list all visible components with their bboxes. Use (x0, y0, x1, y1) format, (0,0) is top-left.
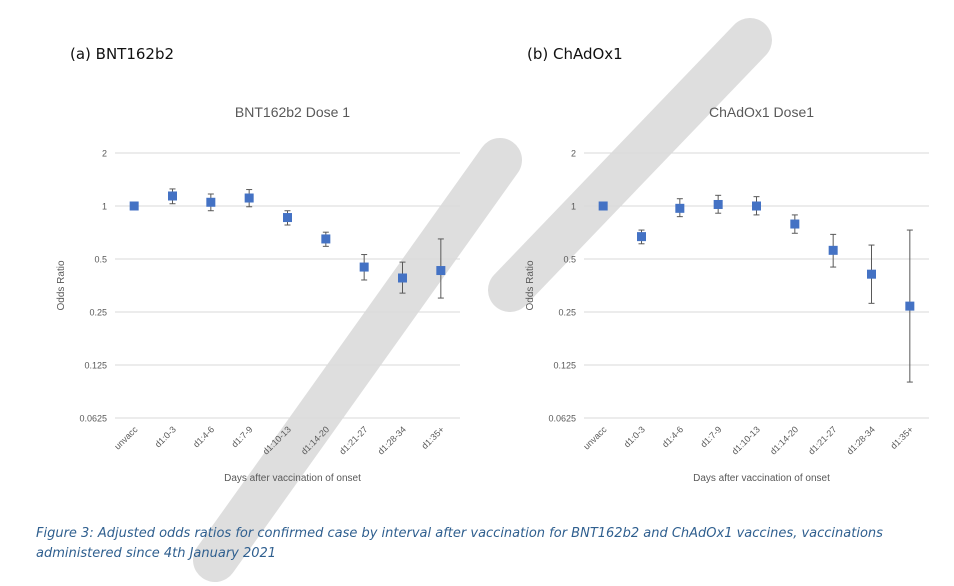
y-tick-label: 2 (102, 149, 107, 159)
x-tick-label: d1:4-6 (191, 424, 216, 449)
chart-chadox1: ChAdOx1 Dose1 2 1 0.5 0.25 0.125 0.0625 Odds Ra… (525, 104, 929, 484)
x-axis-label: Days after vaccination of onset (693, 473, 830, 484)
x-tick-label: d1:28-34 (845, 424, 877, 456)
data-point (867, 269, 876, 279)
x-tick-label: d1:28-34 (376, 424, 408, 456)
data-point (244, 193, 254, 203)
x-tick-label: d1:21-27 (337, 424, 369, 456)
chart-title: BNT162b2 Dose 1 (235, 104, 350, 120)
data-point (790, 219, 800, 229)
x-tick-label: d1:35+ (889, 424, 916, 451)
y-axis-label: Odds Ratio (56, 260, 67, 310)
y-tick-label: 0.25 (89, 308, 107, 318)
x-tick-label: d1:21-27 (806, 424, 838, 456)
x-tick-label: d1:0-3 (622, 424, 647, 449)
panel-label-a: (a) BNT162b2 (70, 45, 175, 63)
data-point (828, 245, 838, 255)
data-point (359, 262, 369, 272)
data-point (713, 199, 723, 209)
x-tick-label: unvacc (581, 424, 609, 452)
y-tick-label: 0.0625 (548, 414, 576, 424)
y-tick-label: 1 (571, 202, 576, 212)
x-tick-label: d1:7-9 (698, 424, 723, 449)
y-tick-label: 0.25 (558, 308, 576, 318)
x-tick-label: d1:14-20 (768, 424, 800, 456)
x-axis-label: Days after vaccination of onset (224, 473, 361, 484)
y-tick-label: 1 (102, 202, 107, 212)
x-tick-label: d1:14-20 (299, 424, 331, 456)
x-tick-label: unvacc (112, 424, 140, 452)
data-point (206, 197, 216, 207)
data-point (598, 201, 608, 211)
x-tick-label: d1:10-13 (261, 424, 293, 456)
figure-caption: Figure 3: Adjusted odds ratios for confi… (36, 526, 883, 561)
data-point (752, 201, 761, 211)
x-tick-label: d1:4-6 (660, 424, 685, 449)
panel-label-b: (b) ChAdOx1 (527, 45, 623, 63)
y-axis-label: Odds Ratio (525, 260, 536, 310)
chart-bnt162b2: BNT162b2 Dose 1 2 1 0.5 0.25 0.125 0.0625 Odds … (56, 104, 460, 484)
y-tick-label: 0.125 (553, 361, 576, 371)
y-tick-label: 0.125 (84, 361, 107, 371)
data-point (168, 191, 177, 201)
data-point (905, 301, 915, 311)
y-tick-label: 0.5 (94, 255, 107, 265)
y-tick-label: 2 (571, 149, 576, 159)
data-point (675, 203, 685, 213)
data-point (398, 273, 407, 283)
chart-title: ChAdOx1 Dose1 (709, 104, 814, 120)
data-point (637, 232, 646, 242)
x-tick-label: d1:35+ (420, 424, 447, 451)
y-tick-label: 0.0625 (79, 414, 107, 424)
data-point (321, 234, 331, 244)
data-point (283, 213, 292, 223)
x-tick-label: d1:10-13 (730, 424, 762, 456)
x-tick-label: d1:7-9 (229, 424, 254, 449)
x-tick-label: d1:0-3 (153, 424, 178, 449)
data-point (129, 201, 139, 211)
y-tick-label: 0.5 (563, 255, 576, 265)
data-point (436, 266, 446, 276)
